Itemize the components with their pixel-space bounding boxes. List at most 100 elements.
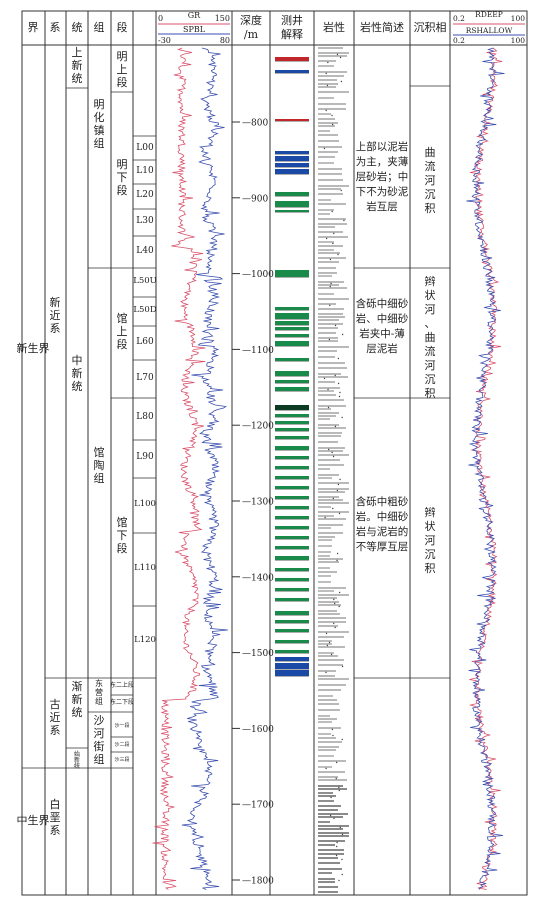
chart-frame <box>21 10 528 896</box>
interp-band <box>275 516 309 519</box>
svg-text:组: 组 <box>95 696 103 706</box>
svg-text:积: 积 <box>425 202 436 215</box>
interp-band <box>275 496 309 499</box>
header-log-interp-1: 测井 <box>281 13 303 27</box>
unit-label: L00 <box>136 143 154 153</box>
depth-label: —1800 <box>242 877 274 887</box>
header-depth-unit: /m <box>244 28 259 41</box>
unit-label: L50D <box>133 305 156 315</box>
interp-band <box>275 70 309 73</box>
svg-text:统: 统 <box>74 762 80 770</box>
member-guan-lower: 馆下段 <box>117 515 128 555</box>
small-member-label: 东二上段 <box>110 681 134 689</box>
rdeep-min: 0.2 <box>453 14 465 23</box>
small-member-label: 沙一段 <box>114 722 129 729</box>
interp-band <box>275 156 309 161</box>
interp-band <box>275 192 309 196</box>
svg-text:陶: 陶 <box>94 458 105 472</box>
series-oligocene: 渐新统 <box>72 679 83 719</box>
interp-band <box>275 380 309 383</box>
svg-text:沉: 沉 <box>425 373 436 386</box>
svg-text:流: 流 <box>425 159 436 173</box>
header-series: 统 <box>72 21 83 34</box>
interp-band <box>275 568 309 571</box>
rdeep-max: 100 <box>511 14 526 23</box>
header-facies: 沉积相 <box>414 21 447 34</box>
depth-label: —1200 <box>242 422 274 432</box>
svg-text:、: 、 <box>425 317 436 330</box>
svg-text:上: 上 <box>117 63 128 76</box>
svg-text:新: 新 <box>72 366 83 380</box>
svg-text:沉: 沉 <box>425 548 436 561</box>
interp-band <box>275 611 309 615</box>
interp-band <box>275 334 309 337</box>
series-pliocene: 上新统 <box>72 46 83 85</box>
interp-band <box>275 526 309 529</box>
svg-text:近: 近 <box>50 309 61 322</box>
unit-label: L10 <box>136 166 154 176</box>
depth-axis: —800 —900 —1000 —1100 —1200 —1300 —1400 —1500 —1… <box>232 119 274 887</box>
interp-band <box>275 546 309 549</box>
svg-text:河: 河 <box>425 303 436 316</box>
member-guan-upper: 馆上段 <box>117 311 128 351</box>
depth-label: —1400 <box>242 573 274 583</box>
svg-text:组: 组 <box>94 136 105 150</box>
interp-band <box>275 307 309 310</box>
svg-text:组: 组 <box>94 752 105 766</box>
svg-text:统: 统 <box>72 72 83 85</box>
interp-band <box>275 620 309 623</box>
interp-band <box>275 270 309 277</box>
svg-text:段: 段 <box>117 183 128 197</box>
gr-max: 150 <box>215 14 230 23</box>
interp-band <box>275 201 309 207</box>
strat-labels: 新近系古近系白垩系上新统中新统渐新统始新统明化镇组馆陶组东营组沙河街组明上段明下… <box>50 46 157 837</box>
svg-text:积: 积 <box>425 387 436 400</box>
unit-label: L100 <box>134 499 156 509</box>
series-eocene: 始新统 <box>74 750 80 770</box>
svg-text:近: 近 <box>50 711 61 724</box>
depth-label: —900 <box>242 194 268 204</box>
svg-text:系: 系 <box>50 724 61 737</box>
interp-band <box>275 387 309 391</box>
unit-label: L30 <box>136 216 154 226</box>
depth-label: —1000 <box>242 270 274 280</box>
interp-band <box>275 536 309 539</box>
header-member: 段 <box>117 20 128 34</box>
depth-label: —800 <box>242 119 268 129</box>
svg-text:流: 流 <box>425 344 436 358</box>
rshallow-max: 100 <box>511 36 526 45</box>
interp-band <box>275 670 309 676</box>
interp-band <box>275 163 309 167</box>
series-miocene: 中新统 <box>72 354 83 393</box>
interp-band <box>275 313 309 319</box>
interp-band <box>275 151 309 154</box>
interp-band <box>275 446 309 450</box>
depth-label: —1300 <box>242 498 274 508</box>
unit-label: L60 <box>136 337 154 347</box>
header-log-interp-2: 解释 <box>281 27 303 41</box>
unit-label: L20 <box>136 190 154 200</box>
unit-label: L110 <box>134 563 156 573</box>
svg-text:河: 河 <box>425 359 436 372</box>
svg-text:渐: 渐 <box>72 679 83 693</box>
small-member-label: 沙三段 <box>114 756 129 763</box>
svg-text:岩与泥岩的: 岩与泥岩的 <box>356 525 409 538</box>
svg-text:古: 古 <box>50 698 61 711</box>
depth-label: —1700 <box>242 801 274 811</box>
svg-text:下: 下 <box>117 171 128 184</box>
svg-text:组: 组 <box>94 471 105 485</box>
interp-band <box>275 476 309 479</box>
svg-text:营: 营 <box>95 687 103 697</box>
svg-text:下不为砂泥: 下不为砂泥 <box>356 185 409 198</box>
svg-text:不等厚互层: 不等厚互层 <box>356 540 409 553</box>
svg-text:状: 状 <box>425 288 436 302</box>
svg-text:含砾中细砂: 含砾中细砂 <box>356 297 409 310</box>
svg-text:馆: 馆 <box>117 311 128 325</box>
interp-band <box>275 578 309 581</box>
rdeep-curve <box>468 47 503 890</box>
